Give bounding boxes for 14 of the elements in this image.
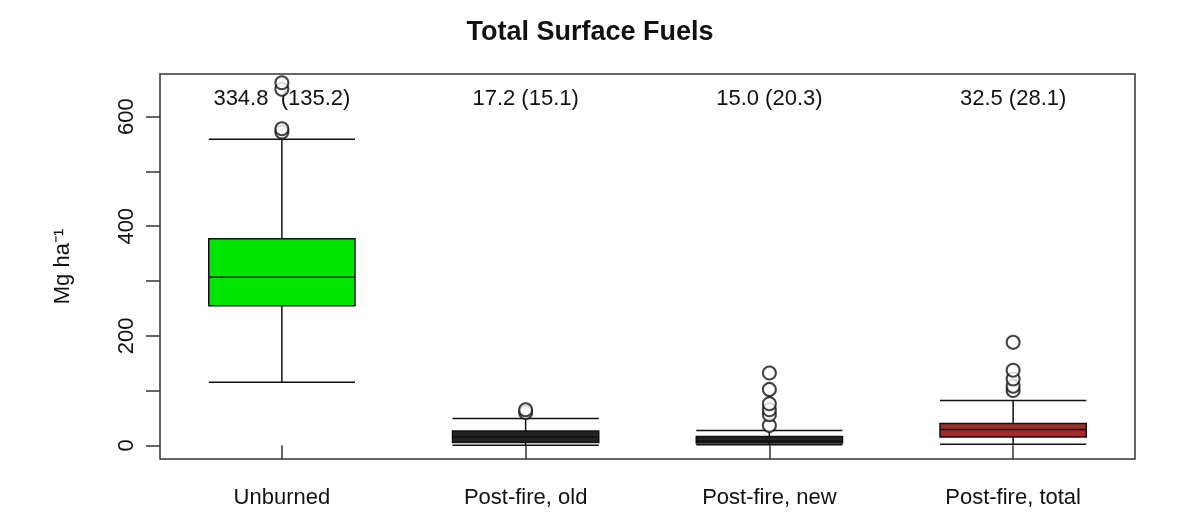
x-tick-label: Post-fire, total bbox=[945, 483, 1081, 509]
y-axis-title: Mg ha⁻¹ bbox=[48, 228, 74, 305]
y-tick-label: 400 bbox=[112, 207, 138, 245]
y-tick-label: 200 bbox=[112, 317, 138, 355]
chart-title: Total Surface Fuels bbox=[466, 15, 714, 46]
y-tick-label: 0 bbox=[112, 439, 138, 452]
x-tick-label: Post-fire, new bbox=[702, 483, 837, 509]
annotation: 17.2 (15.1) bbox=[472, 84, 579, 110]
x-tick-label: Unburned bbox=[233, 483, 331, 509]
y-tick-label: 600 bbox=[112, 98, 138, 136]
annotation: 334.8 (135.2) bbox=[213, 84, 351, 110]
annotation: 15.0 (20.3) bbox=[716, 84, 823, 110]
x-tick-label: Post-fire, old bbox=[463, 483, 588, 509]
annotation: 32.5 (28.1) bbox=[959, 84, 1067, 110]
